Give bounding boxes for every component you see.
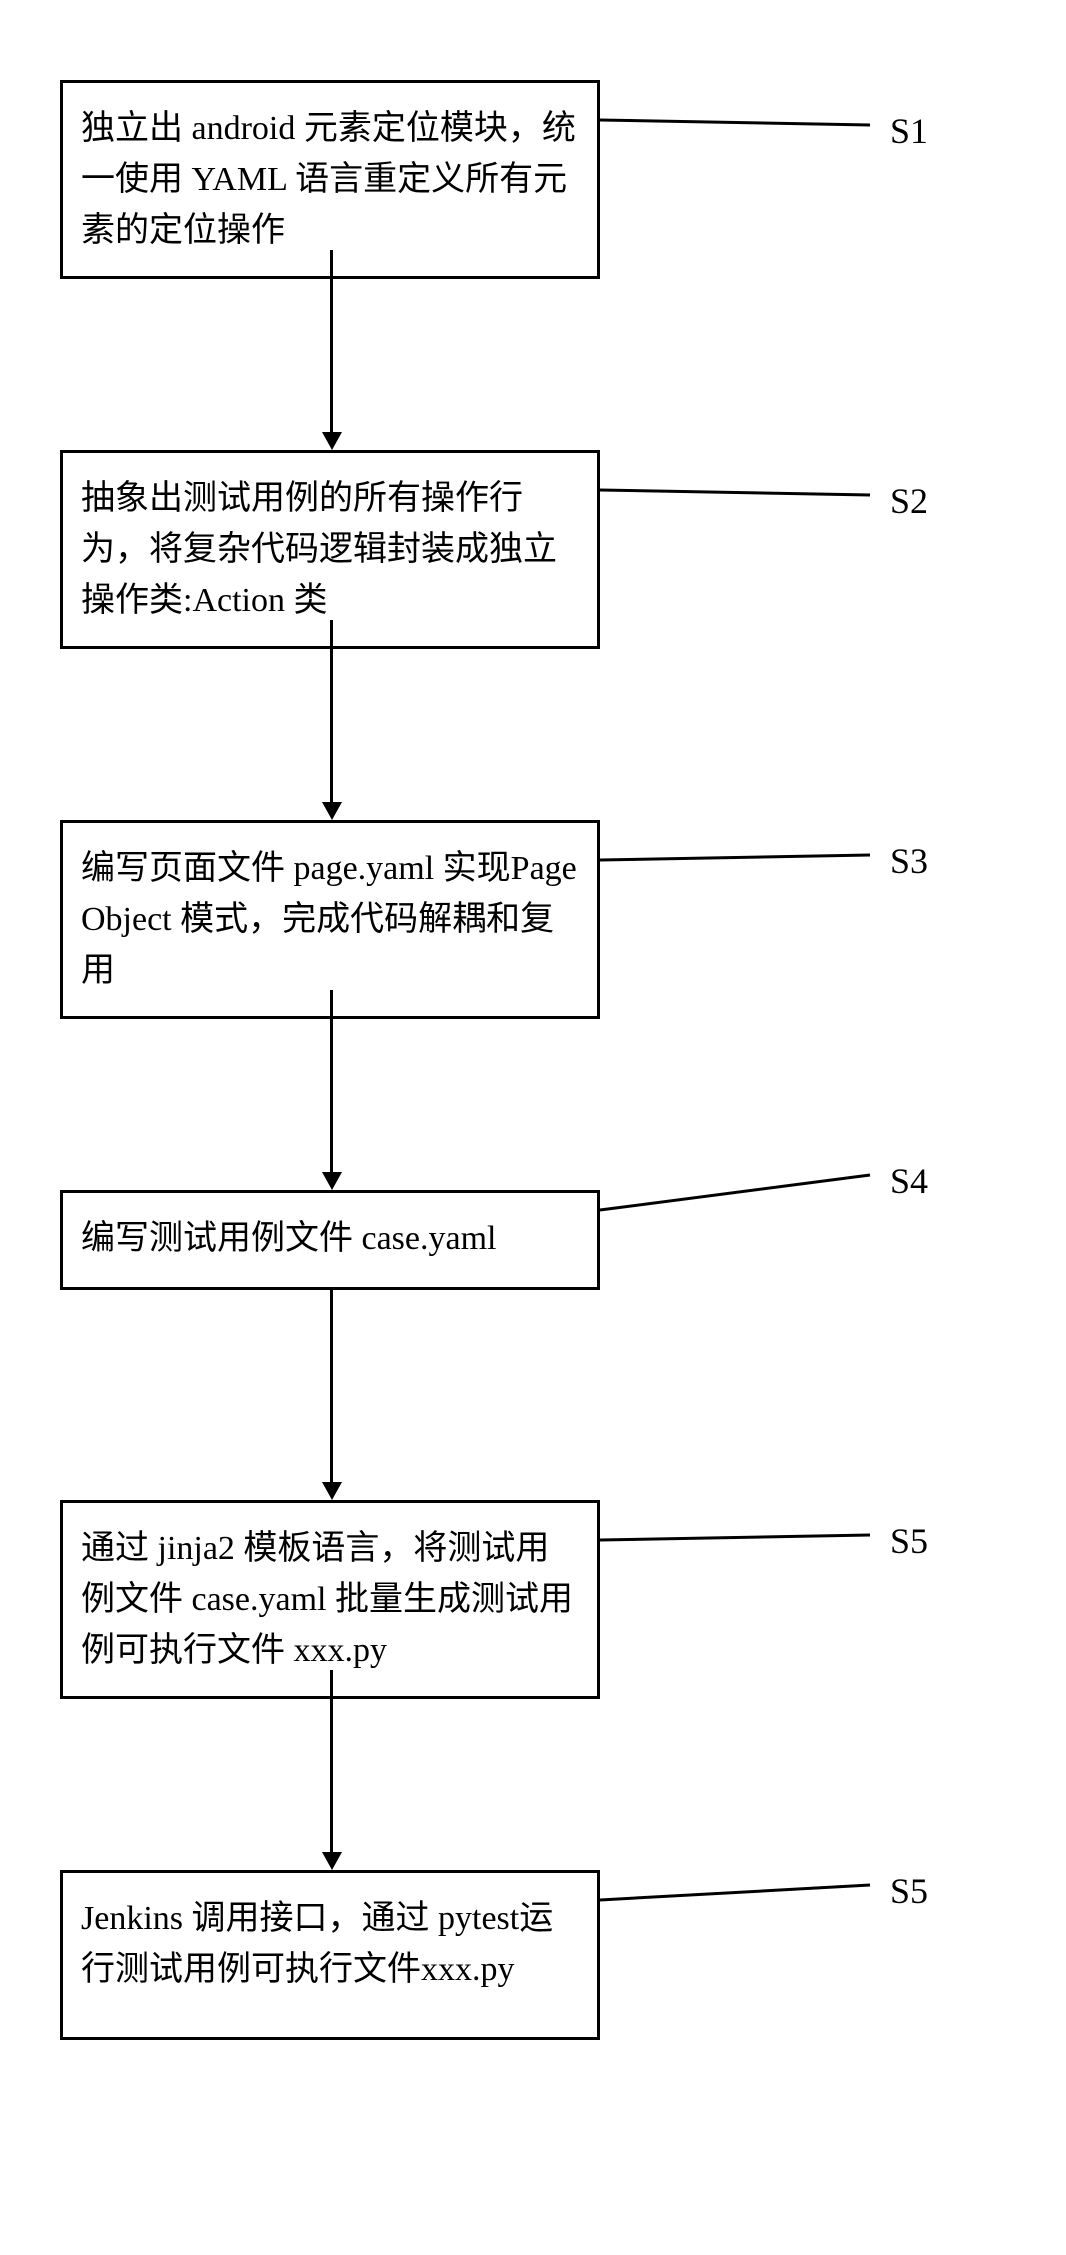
step-label-S5: S5 bbox=[890, 1520, 928, 1562]
step-box-6: Jenkins 调用接口，通过 pytest运行测试用例可执行文件xxx.py bbox=[60, 1870, 600, 2040]
flow-arrow-line bbox=[330, 990, 333, 1175]
step-label-text: S5 bbox=[890, 1521, 928, 1561]
step-label-text: S1 bbox=[890, 111, 928, 151]
flow-arrow-line bbox=[330, 620, 333, 805]
flow-arrow-head-icon bbox=[322, 1482, 342, 1500]
step-label-text: S4 bbox=[890, 1161, 928, 1201]
step-text: 通过 jinja2 模板语言，将测试用例文件 case.yaml 批量生成测试用… bbox=[81, 1530, 573, 1669]
step-box-4: 编写测试用例文件 case.yaml bbox=[60, 1190, 600, 1290]
step-text: 独立出 android 元素定位模块，统一使用 YAML 语言重定义所有元素的定… bbox=[81, 110, 576, 249]
step-label-text: S3 bbox=[890, 841, 928, 881]
step-label-text: S2 bbox=[890, 481, 928, 521]
flow-arrow-head-icon bbox=[322, 1172, 342, 1190]
step-label-text: S5 bbox=[890, 1871, 928, 1911]
step-text: Jenkins 调用接口，通过 pytest运行测试用例可执行文件xxx.py bbox=[81, 1900, 553, 1988]
step-label-S4: S4 bbox=[890, 1160, 928, 1202]
flow-arrow-head-icon bbox=[322, 1852, 342, 1870]
step-label-S3: S3 bbox=[890, 840, 928, 882]
flow-arrow-line bbox=[330, 1670, 333, 1855]
step-text: 抽象出测试用例的所有操作行为，将复杂代码逻辑封装成独立操作类:Action 类 bbox=[81, 480, 557, 619]
step-text: 编写页面文件 page.yaml 实现Page Object 模式，完成代码解耦… bbox=[81, 850, 577, 989]
step-text: 编写测试用例文件 case.yaml bbox=[81, 1220, 497, 1257]
step-label-S2: S2 bbox=[890, 480, 928, 522]
flow-arrow-line bbox=[330, 250, 333, 435]
step-label-S5: S5 bbox=[890, 1870, 928, 1912]
flow-arrow-line bbox=[330, 1290, 333, 1485]
flow-arrow-head-icon bbox=[322, 802, 342, 820]
step-label-S1: S1 bbox=[890, 110, 928, 152]
flow-arrow-head-icon bbox=[322, 432, 342, 450]
